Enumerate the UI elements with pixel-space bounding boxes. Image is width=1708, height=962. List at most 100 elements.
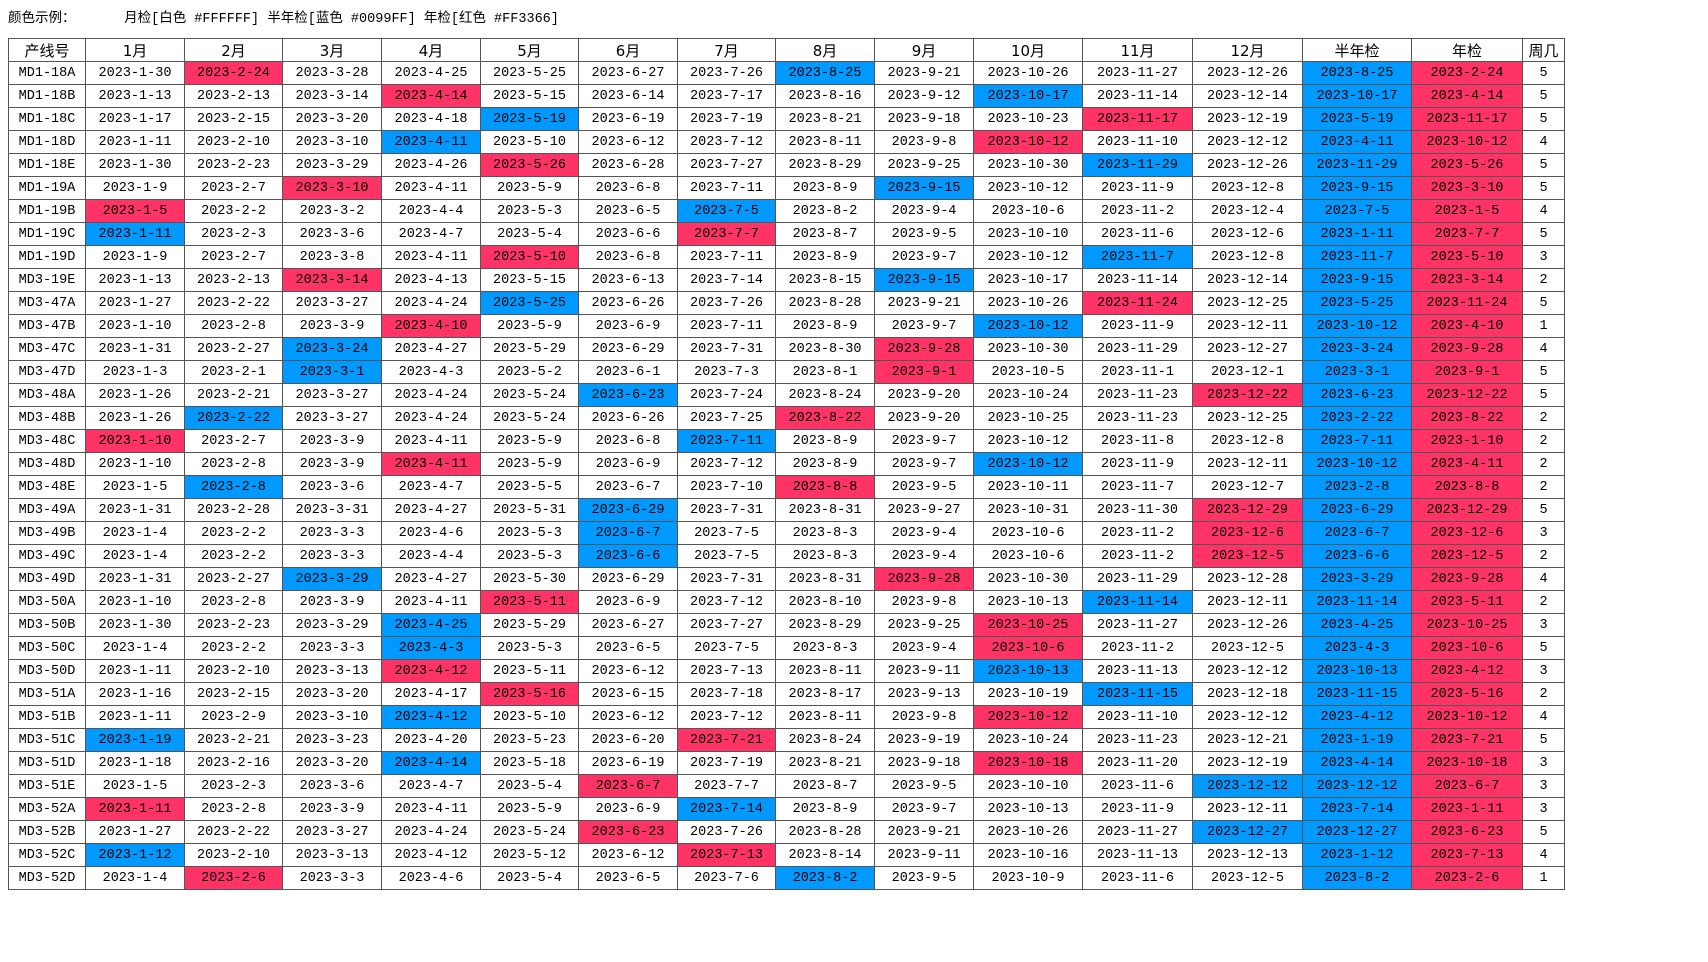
month-cell[interactable]: 2023-8-2 (775, 199, 875, 223)
month-cell[interactable]: 2023-8-21 (775, 751, 875, 775)
half-year-cell[interactable]: 2023-8-25 (1302, 61, 1412, 85)
month-cell[interactable]: 2023-12-28 (1192, 567, 1303, 591)
month-cell[interactable]: 2023-12-8 (1192, 429, 1303, 453)
month-cell[interactable]: 2023-11-14 (1082, 84, 1193, 108)
month-cell[interactable]: 2023-6-15 (578, 682, 678, 706)
month-cell[interactable]: 2023-6-7 (578, 774, 678, 798)
half-year-cell[interactable]: 2023-2-22 (1302, 406, 1412, 430)
weekday-cell[interactable]: 5 (1522, 84, 1565, 108)
month-cell[interactable]: 2023-2-23 (184, 613, 283, 637)
month-cell[interactable]: 2023-8-9 (775, 797, 875, 821)
month-cell[interactable]: 2023-9-4 (874, 544, 974, 568)
month-cell[interactable]: 2023-10-10 (973, 222, 1083, 246)
month-cell[interactable]: 2023-10-12 (973, 705, 1083, 729)
month-cell[interactable]: 2023-1-27 (85, 820, 185, 844)
line-id-cell[interactable]: MD1-18E (8, 153, 86, 177)
month-cell[interactable]: 2023-10-25 (973, 406, 1083, 430)
month-cell[interactable]: 2023-3-23 (282, 728, 382, 752)
month-cell[interactable]: 2023-3-27 (282, 291, 382, 315)
month-cell[interactable]: 2023-11-1 (1082, 360, 1193, 384)
month-cell[interactable]: 2023-9-7 (874, 314, 974, 338)
month-cell[interactable]: 2023-6-5 (578, 199, 678, 223)
month-cell[interactable]: 2023-11-10 (1082, 705, 1193, 729)
month-cell[interactable]: 2023-5-15 (480, 84, 579, 108)
month-cell[interactable]: 2023-8-9 (775, 429, 875, 453)
month-cell[interactable]: 2023-10-26 (973, 820, 1083, 844)
month-cell[interactable]: 2023-2-21 (184, 728, 283, 752)
month-cell[interactable]: 2023-8-9 (775, 245, 875, 269)
month-cell[interactable]: 2023-1-10 (85, 590, 185, 614)
month-cell[interactable]: 2023-9-13 (874, 682, 974, 706)
month-cell[interactable]: 2023-11-6 (1082, 866, 1193, 890)
month-cell[interactable]: 2023-4-13 (381, 268, 481, 292)
month-cell[interactable]: 2023-7-12 (677, 590, 776, 614)
weekday-cell[interactable]: 5 (1522, 498, 1565, 522)
month-cell[interactable]: 2023-7-6 (677, 866, 776, 890)
month-cell[interactable]: 2023-11-27 (1082, 820, 1193, 844)
month-cell[interactable]: 2023-4-12 (381, 705, 481, 729)
month-cell[interactable]: 2023-2-13 (184, 268, 283, 292)
month-cell[interactable]: 2023-2-28 (184, 498, 283, 522)
month-cell[interactable]: 2023-7-19 (677, 751, 776, 775)
weekday-cell[interactable]: 3 (1522, 797, 1565, 821)
year-cell[interactable]: 2023-8-8 (1411, 475, 1523, 499)
month-cell[interactable]: 2023-10-6 (973, 544, 1083, 568)
month-cell[interactable]: 2023-11-2 (1082, 199, 1193, 223)
line-id-cell[interactable]: MD3-50A (8, 590, 86, 614)
month-cell[interactable]: 2023-3-9 (282, 314, 382, 338)
weekday-cell[interactable]: 3 (1522, 521, 1565, 545)
month-cell[interactable]: 2023-6-8 (578, 245, 678, 269)
month-cell[interactable]: 2023-4-18 (381, 107, 481, 131)
year-cell[interactable]: 2023-9-1 (1411, 360, 1523, 384)
month-cell[interactable]: 2023-3-6 (282, 475, 382, 499)
weekday-cell[interactable]: 4 (1522, 130, 1565, 154)
month-cell[interactable]: 2023-10-9 (973, 866, 1083, 890)
half-year-cell[interactable]: 2023-10-17 (1302, 84, 1412, 108)
weekday-cell[interactable]: 2 (1522, 268, 1565, 292)
half-year-cell[interactable]: 2023-6-23 (1302, 383, 1412, 407)
month-cell[interactable]: 2023-3-3 (282, 866, 382, 890)
month-cell[interactable]: 2023-2-2 (184, 636, 283, 660)
month-cell[interactable]: 2023-2-1 (184, 360, 283, 384)
month-cell[interactable]: 2023-4-17 (381, 682, 481, 706)
line-id-cell[interactable]: MD3-48E (8, 475, 86, 499)
line-id-cell[interactable]: MD3-47C (8, 337, 86, 361)
month-cell[interactable]: 2023-4-11 (381, 797, 481, 821)
month-cell[interactable]: 2023-2-15 (184, 682, 283, 706)
month-cell[interactable]: 2023-4-24 (381, 406, 481, 430)
month-cell[interactable]: 2023-12-29 (1192, 498, 1303, 522)
month-cell[interactable]: 2023-12-4 (1192, 199, 1303, 223)
month-cell[interactable]: 2023-10-16 (973, 843, 1083, 867)
month-cell[interactable]: 2023-3-27 (282, 406, 382, 430)
half-year-cell[interactable]: 2023-11-15 (1302, 682, 1412, 706)
month-cell[interactable]: 2023-10-5 (973, 360, 1083, 384)
month-cell[interactable]: 2023-1-4 (85, 521, 185, 545)
month-cell[interactable]: 2023-2-27 (184, 567, 283, 591)
month-cell[interactable]: 2023-12-11 (1192, 314, 1303, 338)
month-cell[interactable]: 2023-7-5 (677, 636, 776, 660)
month-cell[interactable]: 2023-10-12 (973, 245, 1083, 269)
line-id-cell[interactable]: MD3-51C (8, 728, 86, 752)
month-cell[interactable]: 2023-6-19 (578, 107, 678, 131)
month-cell[interactable]: 2023-4-25 (381, 613, 481, 637)
month-cell[interactable]: 2023-7-11 (677, 245, 776, 269)
weekday-cell[interactable]: 2 (1522, 452, 1565, 476)
month-cell[interactable]: 2023-11-13 (1082, 659, 1193, 683)
weekday-cell[interactable]: 5 (1522, 636, 1565, 660)
weekday-cell[interactable]: 2 (1522, 429, 1565, 453)
line-id-cell[interactable]: MD3-48D (8, 452, 86, 476)
half-year-cell[interactable]: 2023-11-14 (1302, 590, 1412, 614)
weekday-cell[interactable]: 3 (1522, 774, 1565, 798)
month-cell[interactable]: 2023-3-27 (282, 820, 382, 844)
month-cell[interactable]: 2023-8-22 (775, 406, 875, 430)
line-id-cell[interactable]: MD3-47B (8, 314, 86, 338)
month-cell[interactable]: 2023-5-5 (480, 475, 579, 499)
month-cell[interactable]: 2023-8-24 (775, 383, 875, 407)
month-cell[interactable]: 2023-6-29 (578, 498, 678, 522)
month-cell[interactable]: 2023-2-16 (184, 751, 283, 775)
half-year-cell[interactable]: 2023-10-13 (1302, 659, 1412, 683)
month-cell[interactable]: 2023-2-3 (184, 774, 283, 798)
weekday-cell[interactable]: 1 (1522, 866, 1565, 890)
month-cell[interactable]: 2023-4-4 (381, 199, 481, 223)
month-cell[interactable]: 2023-9-20 (874, 383, 974, 407)
